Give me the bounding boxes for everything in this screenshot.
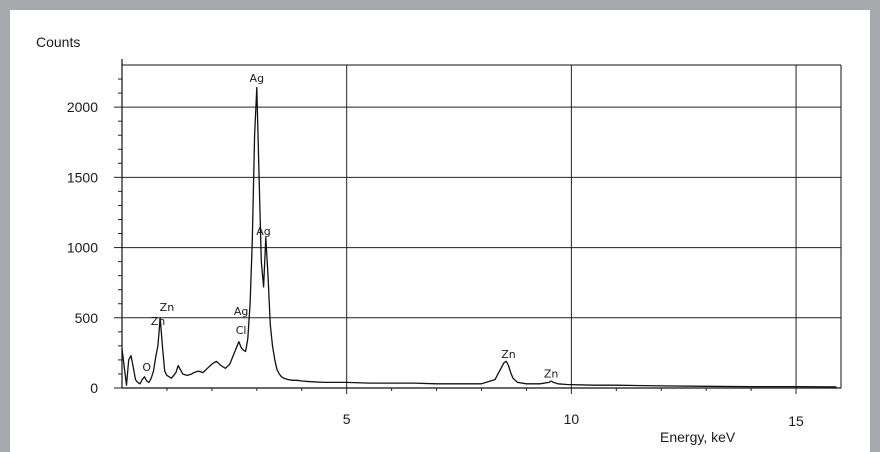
y-tick-label: 1500 bbox=[67, 169, 98, 185]
peak-label: O bbox=[142, 361, 151, 374]
peak-label: Cl bbox=[236, 324, 247, 337]
y-tick-label: 2000 bbox=[67, 99, 98, 115]
y-tick-label: 1000 bbox=[67, 240, 98, 256]
grid-lines bbox=[122, 65, 841, 388]
chart-frame: 0 500 1000 1500 2000 5 10 15 Ag Ag Zn Zn Ag Cl O Zn Zn … bbox=[10, 10, 870, 452]
peak-label: Zn bbox=[501, 348, 516, 361]
peak-label: Zn bbox=[160, 301, 175, 314]
x-tick-label: 15 bbox=[788, 413, 804, 429]
peak-label: Ag bbox=[250, 72, 265, 85]
series-line bbox=[121, 86, 837, 388]
peak-label: Ag bbox=[256, 225, 271, 238]
y-tick-label: 500 bbox=[75, 310, 99, 326]
x-tick-label: 10 bbox=[564, 411, 580, 427]
peak-label: Ag bbox=[234, 305, 249, 318]
axes bbox=[121, 59, 842, 389]
peak-label: Zn bbox=[544, 367, 559, 380]
y-tick-label: 0 bbox=[90, 380, 98, 396]
peak-label: Zn bbox=[151, 315, 166, 328]
x-axis-title: Energy, keV bbox=[660, 429, 736, 445]
tick-labels: 0 500 1000 1500 2000 5 10 15 bbox=[67, 99, 804, 429]
tick-marks bbox=[114, 78, 797, 394]
y-axis-title: Counts bbox=[36, 34, 80, 50]
x-tick-label: 5 bbox=[343, 411, 351, 427]
